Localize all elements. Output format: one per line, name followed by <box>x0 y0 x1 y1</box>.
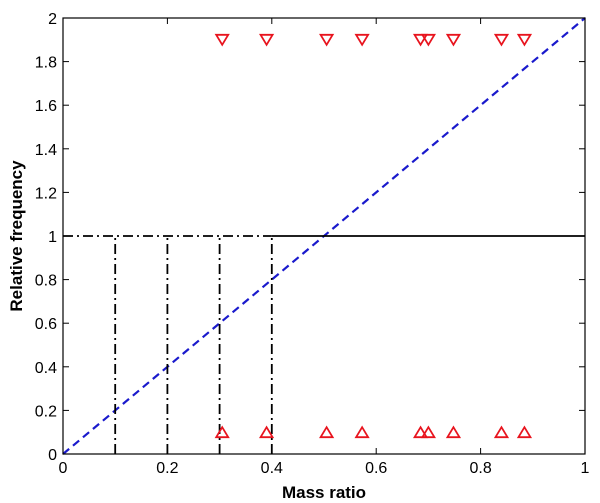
triangle-up-marker <box>445 425 462 439</box>
triangle-up-marker <box>319 425 335 439</box>
x-tick-label: 1 <box>581 460 590 477</box>
y-tick-label: 1.6 <box>35 98 57 115</box>
y-axis-title: Relative frequency <box>7 160 26 312</box>
triangle-down-marker <box>214 33 230 47</box>
triangle-down-marker <box>412 33 429 47</box>
triangle-down-marker <box>516 33 533 47</box>
triangle-up-marker <box>258 425 275 439</box>
x-axis-title: Mass ratio <box>282 483 366 502</box>
y-tick-label: 0 <box>48 447 57 464</box>
triangle-down-marker <box>445 33 462 47</box>
plot-area <box>62 17 586 455</box>
x-tick-label: 0.2 <box>156 460 178 477</box>
y-tick-label: 1.4 <box>35 142 57 159</box>
y-tick-label: 1 <box>48 229 57 246</box>
axis-ticks: 0 0.2 0.4 0.6 0.8 1 0 0.2 0.4 0.6 0.8 1 1.2 1.4 1.6 1.8… <box>35 11 590 477</box>
x-tick-label: 0.4 <box>261 460 283 477</box>
y-tick-label: 0.2 <box>35 403 57 420</box>
triangle-up-marker <box>493 425 510 439</box>
y-tick-label: 1.2 <box>35 185 57 202</box>
y-tick-label: 2 <box>48 11 57 28</box>
x-tick-label: 0.8 <box>469 460 491 477</box>
triangle-up-marker <box>412 425 429 439</box>
y-tick-label: 0.4 <box>35 360 57 377</box>
triangle-up-marker <box>354 425 370 439</box>
triangle-up-marker <box>516 425 533 439</box>
x-tick-label: 0.6 <box>365 460 387 477</box>
y-tick-label: 0.8 <box>35 273 57 290</box>
triangle-up-marker <box>420 425 436 439</box>
triangle-down-marker <box>319 33 335 47</box>
triangle-down-marker <box>354 33 370 47</box>
triangle-down-marker <box>493 33 510 47</box>
x-tick-label: 0 <box>59 460 68 477</box>
y-tick-label: 1.8 <box>35 55 57 72</box>
triangle-up-marker <box>214 425 230 439</box>
triangle-down-marker <box>258 33 275 47</box>
y-tick-label: 0.6 <box>35 316 57 333</box>
triangle-down-marker <box>420 33 436 47</box>
